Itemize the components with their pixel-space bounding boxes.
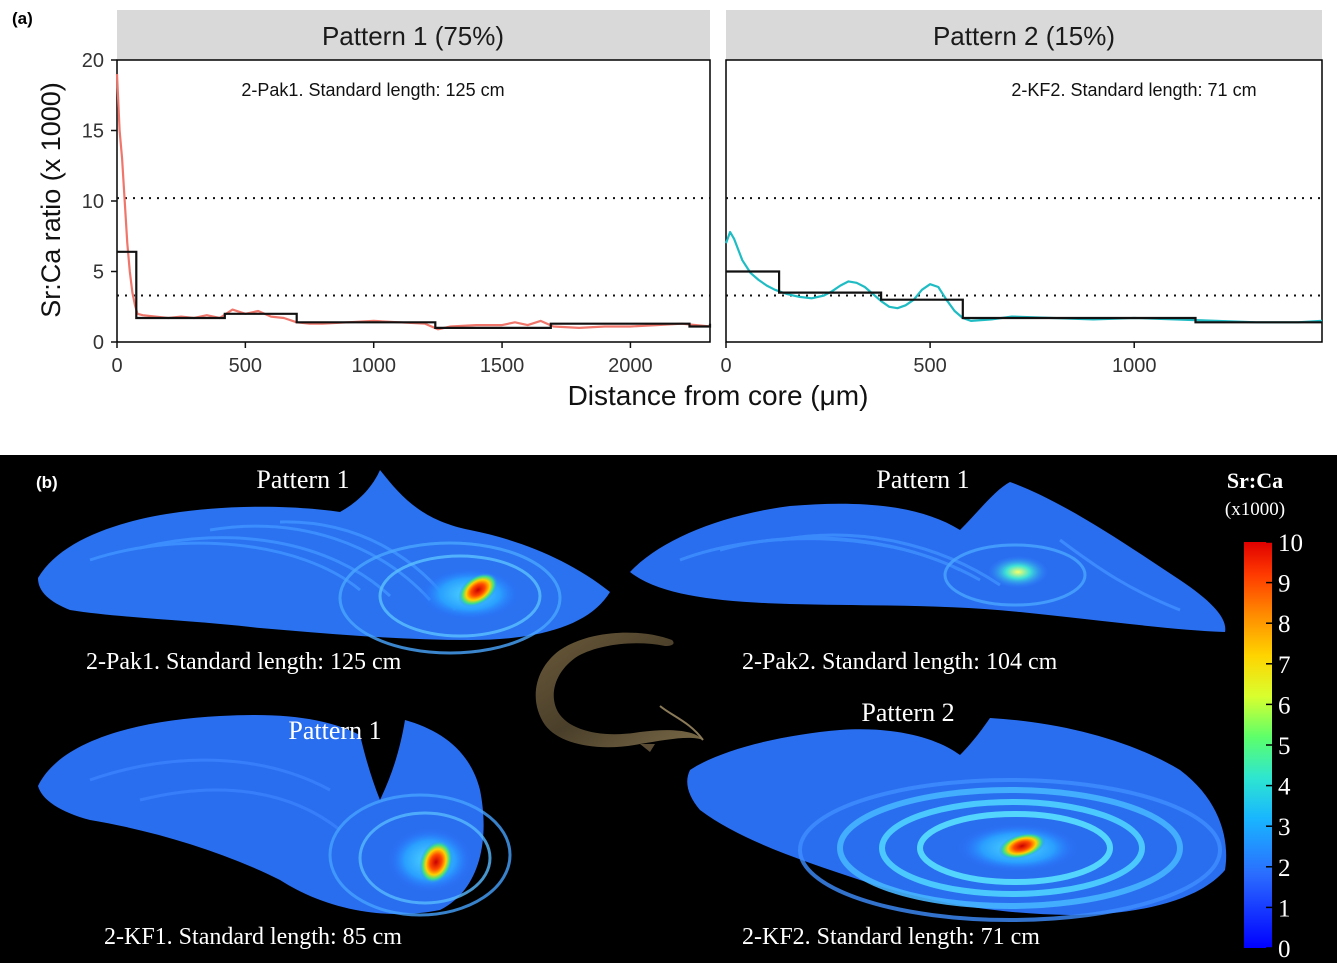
colorbar-tick-label-1: 1 [1278,895,1291,922]
y-tick-label-10: 10 [82,191,104,213]
x-axis-label: Distance from core (μm) [568,380,869,411]
y-tick-label-15: 15 [82,121,104,143]
x-tick-label-1-2000: 2000 [608,355,653,377]
colorbar-tick-label-4: 4 [1278,774,1291,801]
colorbar-tick-label-3: 3 [1278,814,1291,841]
x-tick-label-2-1000: 1000 [1112,355,1157,377]
caption-kf1: 2-KF1. Standard length: 85 cm [104,924,402,950]
plot-1-layer: 0 500 1000 1500 2000 [111,74,712,377]
raw-series-1 [115,74,711,331]
panel-b-label: (b) [36,473,58,492]
x-tick-label-1-1500: 1500 [480,355,525,377]
caption-kf2: 2-KF2. Standard length: 71 cm [742,924,1040,950]
y-tick-label-0: 0 [93,332,104,354]
facet-title-1: Pattern 1 (75%) [322,21,504,51]
otolith-kf1 [38,714,512,917]
facet-strip-1 [117,10,710,60]
eel-photo [535,632,704,752]
x-tick-label-2-500: 500 [913,355,946,377]
pattern-label-pak1: Pattern 1 [256,465,349,494]
panel-a-label: (a) [12,9,33,28]
colorbar-tick-label-5: 5 [1278,733,1291,760]
plot-area-1 [116,59,711,343]
plot-area-2 [725,59,1323,343]
annotation-kf2: 2-KF2. Standard length: 71 cm [1011,80,1256,100]
x-tick-label-1-500: 500 [229,355,262,377]
pattern-label-kf2: Pattern 2 [861,698,954,727]
facet-title-2: Pattern 2 (15%) [933,21,1115,51]
pattern-label-pak2: Pattern 1 [876,465,969,494]
otolith-kf2 [687,718,1227,922]
colorbar-tick-label-6: 6 [1278,692,1291,719]
annotation-pak1: 2-Pak1. Standard length: 125 cm [241,80,504,100]
otolith-pak1 [38,470,610,655]
colorbar-tick-label-10: 10 [1278,530,1303,557]
colorbar-tick-label-9: 9 [1278,571,1291,598]
colorbar-tick-label-7: 7 [1278,652,1291,679]
x-tick-label-2-0: 0 [720,355,731,377]
colorbar-tick-label-0: 0 [1278,936,1291,963]
y-axis: 0 5 10 15 20 [82,50,117,354]
otolith-pak2 [630,482,1226,632]
y-tick-label-20: 20 [82,50,104,72]
step-series-1 [117,250,712,329]
pattern-label-kf1: Pattern 1 [288,716,381,745]
colorbar-tick-label-8: 8 [1278,611,1291,638]
step-series-2 [726,270,1322,324]
facet-strip-2 [726,10,1322,60]
x-tick-label-1-1000: 1000 [351,355,396,377]
colorbar-title: Sr:Ca [1227,468,1283,493]
y-axis-label: Sr:Ca ratio (x 1000) [36,82,66,318]
caption-pak2: 2-Pak2. Standard length: 104 cm [742,649,1058,675]
colorbar-ticks: 0 1 2 3 4 5 6 7 8 9 10 [1266,530,1303,963]
y-tick-label-5: 5 [93,262,104,284]
caption-pak1: 2-Pak1. Standard length: 125 cm [86,649,402,675]
x-tick-label-1-0: 0 [111,355,122,377]
colorbar-tick-label-2: 2 [1278,855,1291,882]
colorbar-unit: (x1000) [1225,499,1285,520]
plot-2-layer: 0 500 1000 [720,197,1323,377]
